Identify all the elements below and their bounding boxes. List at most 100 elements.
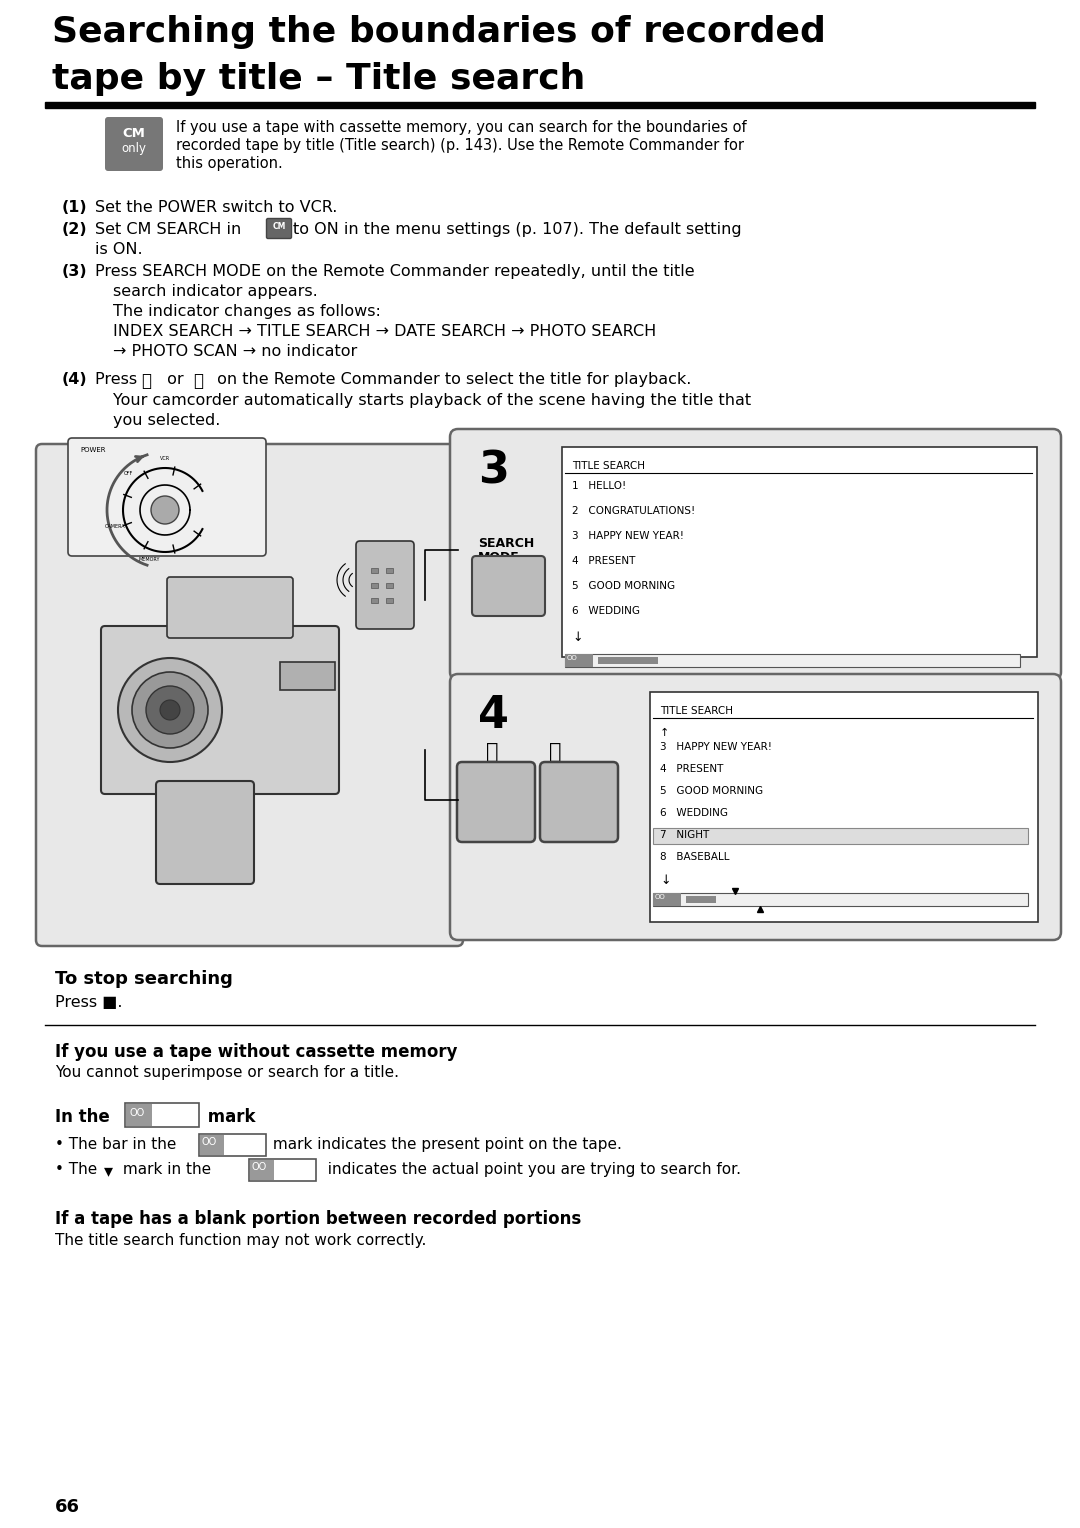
Text: 3   HAPPY NEW YEAR!: 3 HAPPY NEW YEAR! (572, 532, 684, 541)
FancyBboxPatch shape (199, 1134, 266, 1157)
Text: If you use a tape without cassette memory: If you use a tape without cassette memor… (55, 1044, 458, 1060)
Text: 5   GOOD MORNING: 5 GOOD MORNING (572, 581, 675, 591)
Bar (598, 657, 658, 665)
Circle shape (160, 700, 180, 720)
Text: to ON in the menu settings (p. 107). The default setting: to ON in the menu settings (p. 107). The… (293, 222, 742, 237)
Text: 7   NIGHT: 7 NIGHT (660, 830, 710, 840)
Text: indicates the actual point you are trying to search for.: indicates the actual point you are tryin… (318, 1161, 741, 1177)
FancyBboxPatch shape (105, 118, 163, 171)
FancyBboxPatch shape (450, 429, 1061, 680)
Text: Press: Press (95, 371, 143, 387)
Bar (562, 448, 1037, 657)
Bar (126, 1105, 152, 1126)
Text: 2   CONGRATULATIONS!: 2 CONGRATULATIONS! (572, 506, 696, 516)
Text: INDEX SEARCH → TITLE SEARCH → DATE SEARCH → PHOTO SEARCH: INDEX SEARCH → TITLE SEARCH → DATE SEARC… (113, 324, 657, 339)
Bar (372, 568, 378, 573)
Text: is ON.: is ON. (95, 241, 143, 257)
Bar (372, 597, 378, 604)
Text: Press ■.: Press ■. (55, 995, 122, 1010)
Circle shape (151, 497, 179, 524)
Text: 1   HELLO!: 1 HELLO! (572, 481, 626, 490)
Text: tape by title – Title search: tape by title – Title search (52, 63, 585, 96)
Text: → PHOTO SCAN → no indicator: → PHOTO SCAN → no indicator (113, 344, 357, 359)
Text: Set CM SEARCH in: Set CM SEARCH in (95, 222, 241, 237)
FancyBboxPatch shape (472, 556, 545, 616)
Text: • The bar in the: • The bar in the (55, 1137, 181, 1152)
Circle shape (146, 686, 194, 733)
Text: 66: 66 (55, 1497, 80, 1516)
Text: If a tape has a blank portion between recorded portions: If a tape has a blank portion between re… (55, 1210, 581, 1229)
Text: ▾: ▾ (104, 1161, 113, 1180)
Bar (565, 654, 1020, 668)
Text: 5   GOOD MORNING: 5 GOOD MORNING (660, 785, 764, 796)
Text: CM: CM (122, 127, 146, 141)
FancyBboxPatch shape (156, 781, 254, 885)
Bar (45, 102, 1035, 108)
Text: mark: mark (202, 1108, 256, 1126)
FancyBboxPatch shape (267, 219, 292, 238)
Text: Press SEARCH MODE on the Remote Commander repeatedly, until the title: Press SEARCH MODE on the Remote Commande… (95, 264, 694, 280)
Text: only: only (121, 142, 147, 154)
Text: POWER: POWER (80, 448, 106, 452)
Text: you selected.: you selected. (113, 413, 220, 428)
FancyBboxPatch shape (249, 1160, 316, 1181)
Text: OO: OO (252, 1161, 267, 1172)
Text: The title search function may not work correctly.: The title search function may not work c… (55, 1233, 427, 1248)
Text: (4): (4) (62, 371, 87, 387)
FancyBboxPatch shape (450, 674, 1061, 940)
Text: TITLE SEARCH: TITLE SEARCH (572, 461, 645, 471)
Text: OFF: OFF (123, 471, 133, 475)
FancyBboxPatch shape (36, 445, 463, 946)
Text: MODE: MODE (478, 552, 519, 564)
Text: VCR: VCR (160, 455, 170, 460)
Text: 3: 3 (478, 449, 509, 492)
Bar (653, 892, 1028, 906)
Text: ⏮: ⏮ (486, 743, 498, 762)
Text: OO: OO (129, 1108, 145, 1118)
Bar (386, 568, 393, 573)
Circle shape (118, 659, 222, 762)
Text: The indicator changes as follows:: The indicator changes as follows: (113, 304, 381, 319)
Text: ⏭: ⏭ (193, 371, 203, 390)
Text: MEMORY: MEMORY (138, 556, 160, 562)
Bar (650, 692, 1038, 921)
Text: (1): (1) (62, 200, 87, 215)
Text: this operation.: this operation. (176, 156, 283, 171)
FancyBboxPatch shape (167, 578, 293, 639)
Text: ↓: ↓ (660, 874, 671, 886)
Bar (249, 1160, 274, 1180)
Bar (280, 662, 335, 691)
Text: 1: 1 (72, 448, 103, 490)
Text: (2): (2) (62, 222, 87, 237)
Bar (653, 892, 681, 906)
Bar (386, 597, 393, 604)
Text: 6   WEDDING: 6 WEDDING (660, 808, 728, 817)
Text: 4   PRESENT: 4 PRESENT (660, 764, 724, 775)
Text: mark indicates the present point on the tape.: mark indicates the present point on the … (268, 1137, 622, 1152)
Text: 4   PRESENT: 4 PRESENT (572, 556, 635, 565)
Text: In the: In the (55, 1108, 116, 1126)
Text: recorded tape by title (Title search) (p. 143). Use the Remote Commander for: recorded tape by title (Title search) (p… (176, 138, 744, 153)
Text: 4: 4 (478, 694, 509, 736)
Text: Set the POWER switch to VCR.: Set the POWER switch to VCR. (95, 200, 337, 215)
Text: or: or (162, 371, 189, 387)
Text: 3   HAPPY NEW YEAR!: 3 HAPPY NEW YEAR! (660, 743, 772, 752)
Text: 6   WEDDING: 6 WEDDING (572, 607, 640, 616)
Text: 8   BASEBALL: 8 BASEBALL (660, 853, 729, 862)
Text: (3): (3) (62, 264, 87, 280)
Text: OO: OO (202, 1137, 217, 1148)
FancyBboxPatch shape (125, 1103, 199, 1128)
Text: ↑: ↑ (660, 727, 670, 738)
Text: • The: • The (55, 1161, 103, 1177)
Bar (386, 584, 393, 588)
Text: ⏮: ⏮ (141, 371, 151, 390)
FancyBboxPatch shape (540, 762, 618, 842)
Text: mark in the: mark in the (118, 1161, 216, 1177)
Text: OO: OO (654, 894, 665, 900)
Text: ⏭: ⏭ (549, 743, 562, 762)
Text: search indicator appears.: search indicator appears. (113, 284, 318, 299)
Text: CAMERA: CAMERA (105, 524, 126, 529)
Text: Searching the boundaries of recorded: Searching the boundaries of recorded (52, 15, 826, 49)
Text: on the Remote Commander to select the title for playback.: on the Remote Commander to select the ti… (212, 371, 691, 387)
Bar (565, 654, 593, 668)
